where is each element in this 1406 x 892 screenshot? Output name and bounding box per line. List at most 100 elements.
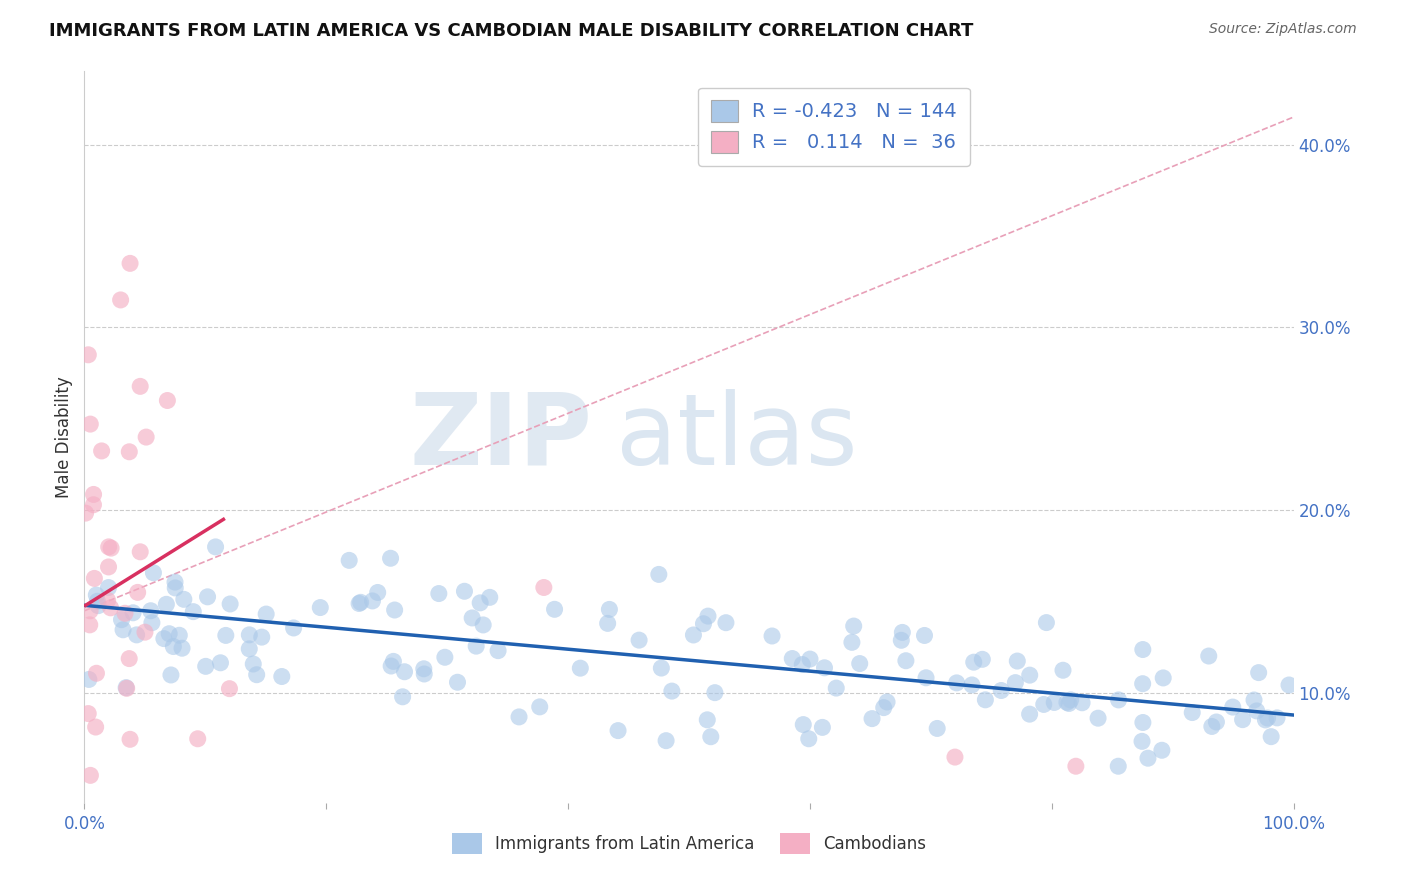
Point — [1107, 759, 1129, 773]
Point — [963, 655, 986, 669]
Point — [118, 444, 141, 458]
Point — [1257, 711, 1279, 725]
Point — [242, 657, 264, 671]
Point — [433, 650, 456, 665]
Point — [914, 628, 936, 642]
Point — [972, 652, 994, 666]
Point — [1130, 734, 1153, 748]
Point — [1087, 711, 1109, 725]
Point — [173, 592, 195, 607]
Text: ZIP: ZIP — [409, 389, 592, 485]
Point — [238, 641, 260, 656]
Point — [1071, 696, 1094, 710]
Point — [120, 256, 142, 270]
Point — [470, 596, 492, 610]
Point — [413, 667, 436, 681]
Point — [990, 683, 1012, 698]
Point — [141, 615, 163, 630]
Point — [169, 628, 191, 642]
Point — [1132, 676, 1154, 690]
Point — [83, 487, 105, 501]
Point — [127, 585, 149, 599]
Point — [486, 643, 509, 657]
Point — [1201, 719, 1223, 733]
Point — [927, 722, 949, 736]
Point — [215, 628, 238, 642]
Point — [100, 600, 122, 615]
Point — [79, 618, 101, 632]
Point — [943, 750, 966, 764]
Point — [1150, 743, 1173, 757]
Point — [309, 600, 332, 615]
Point — [1056, 695, 1078, 709]
Point — [337, 553, 360, 567]
Point — [797, 731, 820, 746]
Point — [890, 633, 912, 648]
Point — [160, 668, 183, 682]
Point — [472, 618, 495, 632]
Point — [1018, 707, 1040, 722]
Point — [254, 607, 277, 621]
Point — [86, 666, 108, 681]
Point — [238, 628, 260, 642]
Point — [283, 621, 305, 635]
Point — [1007, 654, 1029, 668]
Point — [842, 619, 865, 633]
Point — [780, 651, 803, 665]
Text: atlas: atlas — [616, 389, 858, 485]
Point — [650, 661, 672, 675]
Point — [1052, 663, 1074, 677]
Point — [361, 594, 384, 608]
Point — [197, 590, 219, 604]
Point — [380, 659, 402, 673]
Point — [655, 733, 678, 747]
Point — [77, 706, 100, 721]
Point — [219, 597, 242, 611]
Point — [75, 506, 97, 520]
Point — [115, 681, 138, 696]
Point — [1004, 675, 1026, 690]
Point — [529, 699, 551, 714]
Point — [1136, 751, 1159, 765]
Point — [811, 720, 834, 734]
Point — [628, 633, 651, 648]
Point — [813, 661, 835, 675]
Point — [246, 667, 269, 681]
Point — [139, 604, 162, 618]
Point — [841, 635, 863, 649]
Point — [87, 599, 110, 613]
Point — [163, 575, 186, 590]
Point — [83, 571, 105, 585]
Point — [894, 654, 917, 668]
Point — [384, 603, 406, 617]
Point — [533, 581, 555, 595]
Point — [1043, 696, 1066, 710]
Point — [165, 581, 187, 595]
Point — [1232, 713, 1254, 727]
Point — [792, 717, 814, 731]
Text: Source: ZipAtlas.com: Source: ZipAtlas.com — [1209, 22, 1357, 37]
Point — [380, 551, 402, 566]
Point — [974, 693, 997, 707]
Point — [508, 710, 530, 724]
Point — [945, 676, 967, 690]
Point — [194, 659, 217, 673]
Point — [761, 629, 783, 643]
Point — [714, 615, 737, 630]
Point — [209, 656, 232, 670]
Point — [1222, 700, 1244, 714]
Point — [122, 606, 145, 620]
Point — [110, 613, 132, 627]
Point — [86, 594, 108, 608]
Text: IMMIGRANTS FROM LATIN AMERICA VS CAMBODIAN MALE DISABILITY CORRELATION CHART: IMMIGRANTS FROM LATIN AMERICA VS CAMBODI… — [49, 22, 973, 40]
Point — [187, 731, 209, 746]
Point — [461, 611, 484, 625]
Point — [1152, 671, 1174, 685]
Point — [598, 602, 620, 616]
Point — [848, 657, 870, 671]
Point — [250, 630, 273, 644]
Point — [134, 625, 156, 640]
Point — [162, 640, 184, 654]
Point — [1018, 668, 1040, 682]
Point — [446, 675, 468, 690]
